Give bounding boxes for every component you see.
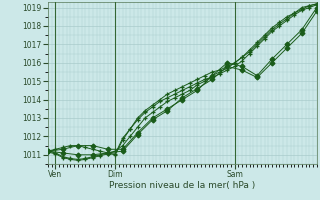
X-axis label: Pression niveau de la mer( hPa ): Pression niveau de la mer( hPa ) <box>109 181 256 190</box>
